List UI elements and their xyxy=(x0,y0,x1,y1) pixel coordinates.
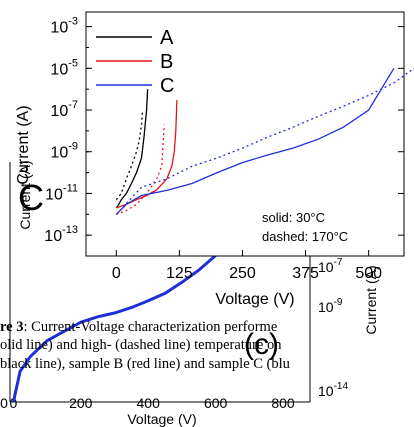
back-x-tick-label: 0 xyxy=(9,395,17,411)
y-tick-label: 10-7 xyxy=(50,99,78,120)
legend-label-A: A xyxy=(160,27,174,49)
series-line-A-dashed xyxy=(115,109,144,201)
back-ytick-label-2: 10-7 xyxy=(318,257,343,275)
back-y-axis-label: Current (A) xyxy=(17,160,33,229)
back-x-ticks: 0 200 400 600 800 0 xyxy=(0,395,295,411)
legend: ABC xyxy=(96,27,174,97)
y-tick-label: 10-3 xyxy=(50,16,78,37)
front-panel: 10-3 10-5 10-7 10-9 10-11 10-13 0 125 250 375 500… xyxy=(15,11,414,361)
caption-line-1: re 3: Current-Voltage characterization p… xyxy=(0,319,278,335)
front-series xyxy=(115,67,414,215)
x-tick-label: 375 xyxy=(292,265,319,282)
series-line-C-solid xyxy=(115,67,395,215)
back-x-tick-label: 800 xyxy=(271,395,295,411)
series-line-A-solid xyxy=(115,89,149,209)
y-tick-label: 10-5 xyxy=(50,57,78,78)
x-tick-label: 125 xyxy=(166,265,193,282)
back-ytick-label-4: 10-14 xyxy=(318,381,348,399)
y-tick-label: 10-13 xyxy=(44,224,78,245)
x-tick-label: 0 xyxy=(112,265,121,282)
x-tick-label: 250 xyxy=(229,265,256,282)
front-y-ticks: 10-3 10-5 10-7 10-9 10-11 10-13 xyxy=(44,16,78,246)
annotation-solid: solid: 30°C xyxy=(262,210,325,225)
series-line-B-dashed xyxy=(116,124,165,215)
front-x-ticks: 0125250375500625 xyxy=(112,265,382,282)
y-axis-label: Current (A) xyxy=(15,105,32,184)
back-x-axis-label: Voltage (V) xyxy=(127,411,196,427)
caption-line-3: black line), sample B (red line) and sam… xyxy=(0,356,290,372)
y-tick-label: 10-11 xyxy=(45,182,78,203)
caption-line-2: olid line) and high- (dashed line) tempe… xyxy=(0,337,282,353)
plot-area xyxy=(86,12,404,256)
back-right-axis-label: Current (A) xyxy=(363,265,379,334)
front-ticks xyxy=(86,26,404,257)
back-panel-label: C xyxy=(18,177,44,218)
y-tick-label: 10-9 xyxy=(50,141,78,162)
back-x-tick-label: 0 xyxy=(0,395,8,411)
back-ytick-label-3: 10-9 xyxy=(318,297,343,315)
legend-label-C: C xyxy=(160,75,174,97)
plot-frame xyxy=(85,11,405,257)
x-tick-label: 500 xyxy=(355,265,382,282)
back-x-tick-label: 400 xyxy=(137,395,161,411)
x-axis-label: Voltage (V) xyxy=(215,291,294,308)
annotation-dashed: dashed: 170°C xyxy=(262,229,348,244)
back-x-tick-label: 600 xyxy=(204,395,228,411)
panel-label: (c) xyxy=(244,328,279,361)
back-x-tick-label: 200 xyxy=(69,395,93,411)
legend-label-B: B xyxy=(160,51,173,73)
